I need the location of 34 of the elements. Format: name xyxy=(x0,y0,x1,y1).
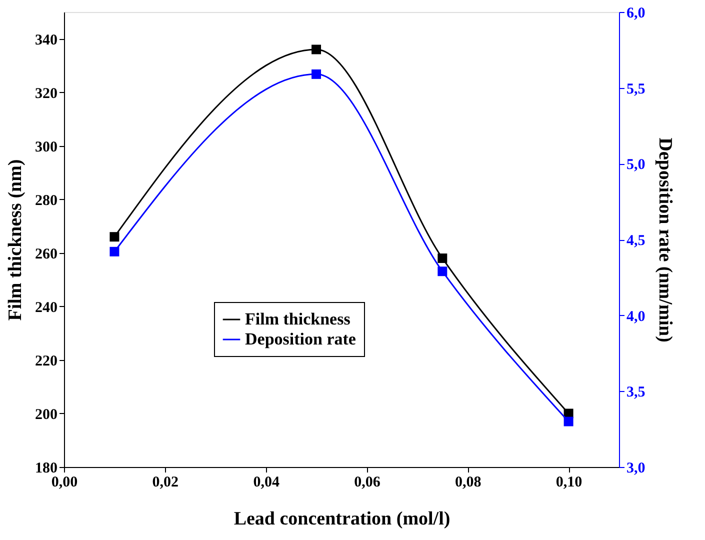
y-tick-label: 220 xyxy=(35,353,58,370)
y2-tick-label: 6,0 xyxy=(626,6,646,22)
y-tick-label: 300 xyxy=(35,139,58,156)
point xyxy=(438,266,448,276)
y-tick-label: 280 xyxy=(35,192,58,209)
y-tick-label: 180 xyxy=(35,460,58,476)
x-tick-label: 0,00 xyxy=(51,474,78,490)
y-tick-label: 340 xyxy=(35,32,58,48)
y-tick-label: 200 xyxy=(35,406,58,423)
y2-tick-label: 5,0 xyxy=(626,157,646,174)
x-tick-label: 0,06 xyxy=(354,474,381,490)
point xyxy=(438,253,448,263)
x-axis-title: Lead concentration (mol/l) xyxy=(234,508,450,530)
legend-label: Film thickness xyxy=(245,310,351,328)
y2-axis-title: Deposition rate (nm/min) xyxy=(654,138,676,342)
y2-tick-label: 4,0 xyxy=(626,308,646,325)
point xyxy=(110,232,120,242)
y-tick-label: 260 xyxy=(35,246,58,262)
point xyxy=(564,416,574,426)
y2-tick-label: 4,5 xyxy=(626,233,646,249)
point xyxy=(312,69,322,79)
point xyxy=(312,44,322,54)
y-axis-title: Film thickness (nm) xyxy=(5,159,26,321)
y2-tick-label: 5,5 xyxy=(626,81,646,98)
legend-label: Deposition rate xyxy=(245,330,356,348)
y-tick-label: 240 xyxy=(35,300,58,316)
x-tick-label: 0,10 xyxy=(556,474,582,490)
x-tick-label: 0,02 xyxy=(152,474,179,490)
x-tick-label: 0,04 xyxy=(253,474,280,490)
x-tick-label: 0,08 xyxy=(455,474,482,490)
point xyxy=(110,246,120,256)
y-tick-label: 320 xyxy=(35,86,58,102)
y2-tick-label: 3,5 xyxy=(626,384,646,401)
y2-tick-label: 3,0 xyxy=(626,460,646,476)
